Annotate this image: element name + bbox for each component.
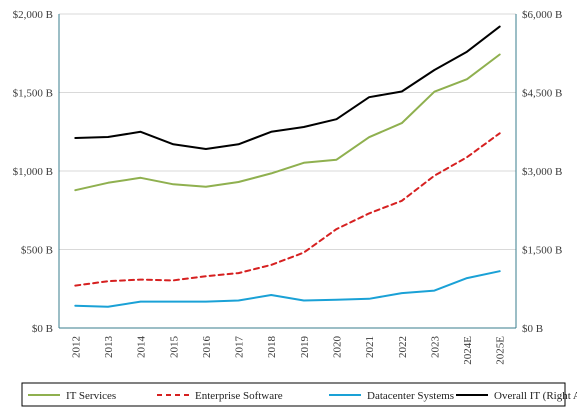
legend: IT Services Enterprise Software Datacenter… [21,382,577,407]
series-line-datacenter-systems [74,270,501,308]
x-tick-label: 2021 [364,336,376,358]
legend-label: IT Services [66,390,116,402]
series-line-enterprise-software [74,132,501,287]
y-tick-label: $500 B [21,245,53,257]
y2-tick-label: $1,500 B [522,245,562,257]
x-axis-ticks: 2012 2013 2014 2015 2016 2017 2018 2019 2020 2021… [70,336,506,365]
x-tick-label: 2018 [266,336,278,359]
x-tick-label: 2023 [429,336,441,359]
y-tick-label: $1,000 B [13,166,53,178]
y2-tick-label: $6,000 B [522,9,562,21]
y-axis-ticks: $0 B $500 B $1,000 B $1,500 B $2,000 B [13,9,53,335]
x-tick-label: 2022 [397,336,409,358]
x-tick-label: 2012 [70,336,82,358]
axes [58,14,517,329]
y-tick-label: $2,000 B [13,9,53,21]
y2-tick-label: $0 B [522,323,543,335]
series-line-overall-it-right-axis [74,25,501,150]
x-tick-label: 2014 [136,336,148,359]
series-line-it-services [74,53,501,192]
legend-box [21,382,566,407]
x-tick-label: 2024E [462,336,474,365]
y2-axis-ticks: $0 B $1,500 B $3,000 B $4,500 B $6,000 B [522,9,562,335]
x-tick-label: 2017 [234,336,246,359]
legend-label: Datacenter Systems [367,390,454,402]
y-tick-label: $0 B [32,323,53,335]
x-tick-label: 2020 [331,336,343,359]
legend-label: Enterprise Software [195,390,283,402]
x-tick-label: 2019 [299,336,311,359]
grid-lines [59,13,516,250]
x-tick-label: 2025E [495,336,507,365]
y2-tick-label: $3,000 B [522,166,562,178]
legend-label: Overall IT (Right Axis) [494,390,577,402]
y2-tick-label: $4,500 B [522,88,562,100]
x-tick-label: 2013 [103,336,115,359]
x-tick-label: 2016 [201,336,213,359]
x-tick-label: 2015 [168,336,180,359]
series-lines [74,25,501,308]
y-tick-label: $1,500 B [13,88,53,100]
